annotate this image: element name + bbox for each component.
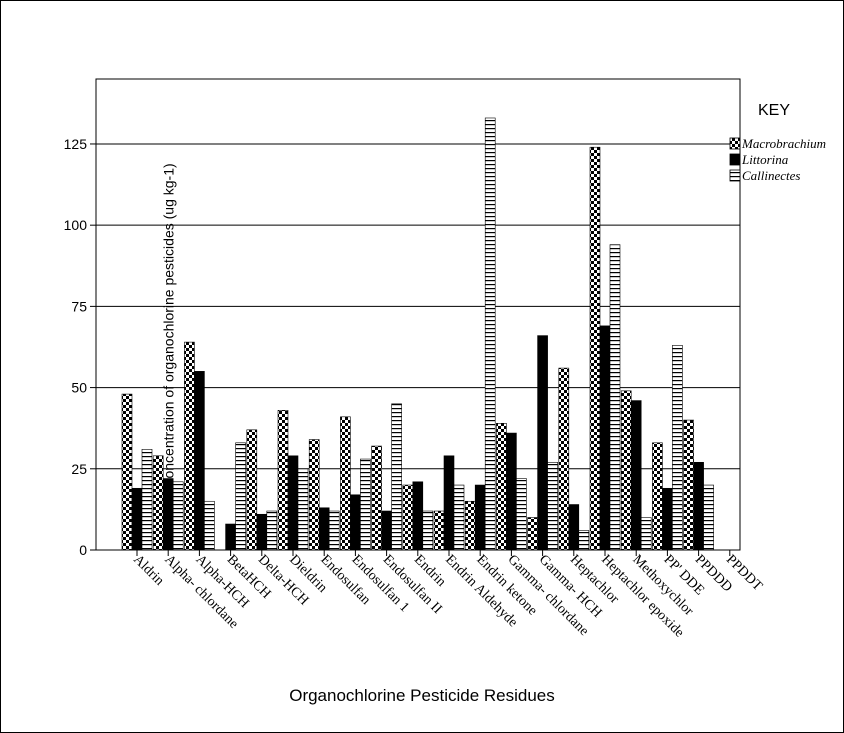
bar [350, 494, 361, 551]
bar [558, 367, 570, 551]
legend-label: Callinectes [742, 168, 801, 183]
bar [609, 244, 621, 551]
bar [266, 510, 278, 551]
bar [277, 410, 289, 551]
bar [589, 146, 601, 551]
y-axis: 0 25 50 75 100 125 [64, 136, 740, 558]
y-axis-label: Concentration of organochlorine pesticid… [160, 163, 177, 489]
bar [308, 439, 320, 551]
bar [194, 371, 205, 551]
bar [256, 513, 268, 551]
y-tick-label: 25 [71, 461, 87, 477]
x-axis-label: Organochlorine Pesticide Residues [289, 686, 555, 705]
bar [172, 481, 184, 551]
y-tick-label: 75 [71, 298, 87, 314]
bar [412, 481, 424, 551]
bar [184, 341, 195, 551]
bar [474, 484, 486, 551]
bar [225, 523, 236, 551]
bar [640, 517, 652, 551]
bar [620, 390, 632, 551]
bar [371, 445, 382, 551]
bar [391, 403, 402, 551]
bar [537, 335, 548, 551]
bar [297, 468, 309, 551]
y-tick-label: 125 [64, 136, 88, 152]
bar [672, 345, 683, 551]
bar [204, 500, 215, 551]
bar [360, 458, 371, 551]
bar [340, 416, 351, 551]
bar [381, 510, 392, 551]
bar [652, 442, 663, 551]
bar [287, 455, 299, 551]
bars [121, 117, 714, 551]
bar [464, 500, 476, 551]
bar [568, 504, 580, 551]
bar [235, 442, 246, 551]
bar [527, 517, 538, 551]
bar [121, 393, 133, 551]
legend-swatch [729, 137, 741, 150]
bar [484, 117, 496, 551]
bar [662, 487, 673, 551]
legend-label: Macrobrachium [741, 136, 826, 151]
bar [141, 449, 153, 551]
bar [453, 484, 465, 551]
bar [496, 423, 507, 551]
bar [578, 530, 590, 551]
bar [506, 432, 517, 551]
bar [328, 510, 340, 551]
bar [246, 429, 258, 551]
bar [547, 461, 558, 551]
bar [422, 510, 434, 551]
bar [443, 455, 455, 551]
legend-swatch [729, 169, 741, 182]
bar [599, 325, 611, 551]
legend-title: KEY [758, 102, 791, 119]
y-tick-label: 50 [71, 380, 87, 396]
bar [402, 484, 414, 551]
bar [433, 510, 445, 551]
y-tick-label: 100 [64, 217, 88, 233]
bar [693, 461, 704, 551]
bar [131, 487, 143, 551]
legend-label: Littorina [741, 152, 789, 167]
legend-swatch [729, 153, 741, 166]
bar [630, 400, 642, 551]
y-tick-label: 0 [79, 542, 87, 558]
bar [683, 419, 694, 551]
bar [703, 484, 714, 551]
bar [162, 478, 174, 551]
bar [516, 478, 527, 551]
bar [318, 507, 330, 551]
